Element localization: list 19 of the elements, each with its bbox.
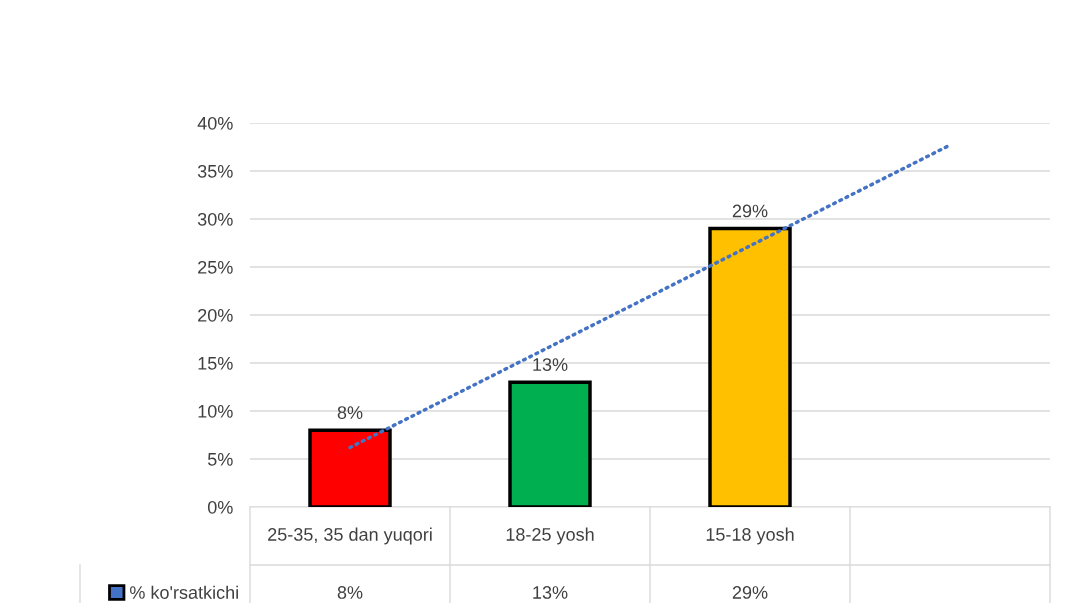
- x-tick-label: 18-25 yosh: [506, 527, 594, 545]
- y-tick-label: 30%: [197, 212, 233, 226]
- text: 29%: [732, 204, 768, 218]
- y-tick-label: 0%: [207, 500, 233, 514]
- y-tick-label: 35%: [197, 164, 233, 178]
- text: % ko'rsatkichi: [130, 585, 238, 599]
- y-tick-label: 25%: [198, 260, 233, 274]
- data-label: 29%: [732, 586, 768, 599]
- y-tick-label: 10%: [198, 404, 233, 418]
- y-tick-label: 15%: [198, 357, 233, 370]
- x-tick-label: 15-18 yosh: [706, 527, 794, 545]
- y-tick-label: 5%: [207, 453, 233, 466]
- text: 8%: [337, 406, 363, 419]
- data-label: 8%: [337, 586, 363, 599]
- y-tick-label: 20%: [198, 308, 233, 322]
- x-tick-label: 25-35, 35 dan yuqori: [268, 527, 432, 545]
- text: 13%: [533, 358, 568, 371]
- y-tick-label: 40%: [197, 116, 233, 130]
- data-label: 13%: [533, 586, 568, 599]
